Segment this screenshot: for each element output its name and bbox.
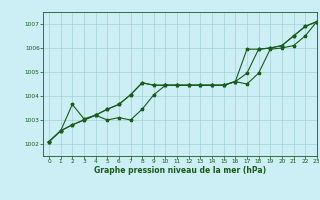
X-axis label: Graphe pression niveau de la mer (hPa): Graphe pression niveau de la mer (hPa) (94, 166, 266, 175)
